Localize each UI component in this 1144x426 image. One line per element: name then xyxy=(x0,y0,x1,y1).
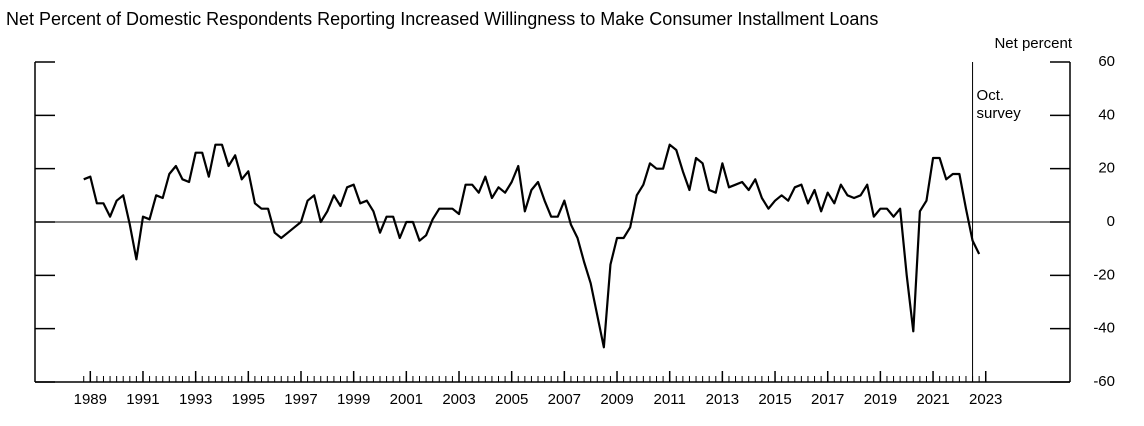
x-tick-label: 1989 xyxy=(74,391,107,408)
y-tick-label: 60 xyxy=(1098,53,1115,70)
x-tick-label: 2001 xyxy=(390,391,423,408)
x-tick-label: 2007 xyxy=(548,391,581,408)
x-tick-label: 2011 xyxy=(654,391,686,408)
annotation-text: survey xyxy=(977,105,1022,122)
x-tick-label: 1991 xyxy=(126,391,159,408)
x-tick-label: 2017 xyxy=(811,391,844,408)
y-tick-label: -60 xyxy=(1093,373,1115,390)
y-tick-label: -40 xyxy=(1093,320,1115,337)
y-axis-label: Net percent xyxy=(994,35,1072,52)
x-tick-label: 2013 xyxy=(706,391,739,408)
x-tick-label: 2009 xyxy=(600,391,633,408)
x-tick-label: 2005 xyxy=(495,391,528,408)
x-tick-label: 2019 xyxy=(864,391,897,408)
x-tick-label: 1993 xyxy=(179,391,212,408)
x-tick-label: 2023 xyxy=(969,391,1002,408)
y-tick-label: -20 xyxy=(1093,266,1115,283)
x-tick-label: 2021 xyxy=(916,391,949,408)
y-tick-label: 40 xyxy=(1098,106,1115,123)
x-tick-label: 2015 xyxy=(758,391,791,408)
chart-title: Net Percent of Domestic Respondents Repo… xyxy=(6,9,878,29)
x-tick-label: 2003 xyxy=(442,391,475,408)
x-tick-label: 1999 xyxy=(337,391,370,408)
x-tick-label: 1997 xyxy=(284,391,317,408)
data-line xyxy=(83,143,981,349)
y-tick-label: 0 xyxy=(1107,213,1115,230)
x-tick-label: 1995 xyxy=(232,391,265,408)
y-tick-label: 20 xyxy=(1098,160,1115,177)
annotation-text: Oct. xyxy=(977,87,1005,104)
